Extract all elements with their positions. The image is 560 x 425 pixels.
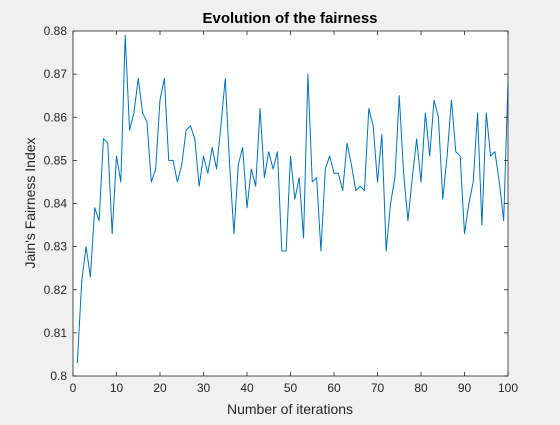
x-tick-label: 100 [498,381,518,395]
y-tick-label: 0.8 [50,369,67,383]
x-tick-label: 90 [458,381,472,395]
series-line-0 [76,34,509,364]
y-axis-label: Jain's Fairness Index [22,137,38,268]
x-tick-label: 0 [70,381,77,395]
x-tick-label: 50 [284,381,298,395]
y-axis-ticks: 0.8 0.81 0.82 0.83 0.84 0.85 0.86 0.87 0.88 [44,24,508,383]
y-tick-label: 0.82 [44,283,68,297]
x-tick-label: 20 [153,381,167,395]
plot-content [76,34,509,364]
y-tick-label: 0.86 [44,110,68,124]
y-tick-label: 0.81 [44,326,68,340]
y-tick-label: 0.88 [44,24,68,38]
plot-area [73,31,508,376]
y-tick-label: 0.85 [44,153,68,167]
chart-title: Evolution of the fairness [202,10,377,27]
x-tick-label: 30 [197,381,211,395]
x-tick-label: 80 [414,381,428,395]
y-tick-label: 0.83 [44,240,68,254]
x-tick-label: 40 [240,381,254,395]
x-tick-label: 10 [110,381,124,395]
x-axis-ticks: 0 10 20 30 40 50 60 70 80 90 100 [70,31,518,395]
x-tick-label: 60 [327,381,341,395]
y-tick-label: 0.87 [44,67,68,81]
y-tick-label: 0.84 [44,197,68,211]
x-tick-label: 70 [371,381,385,395]
x-axis-label: Number of iterations [227,401,353,417]
